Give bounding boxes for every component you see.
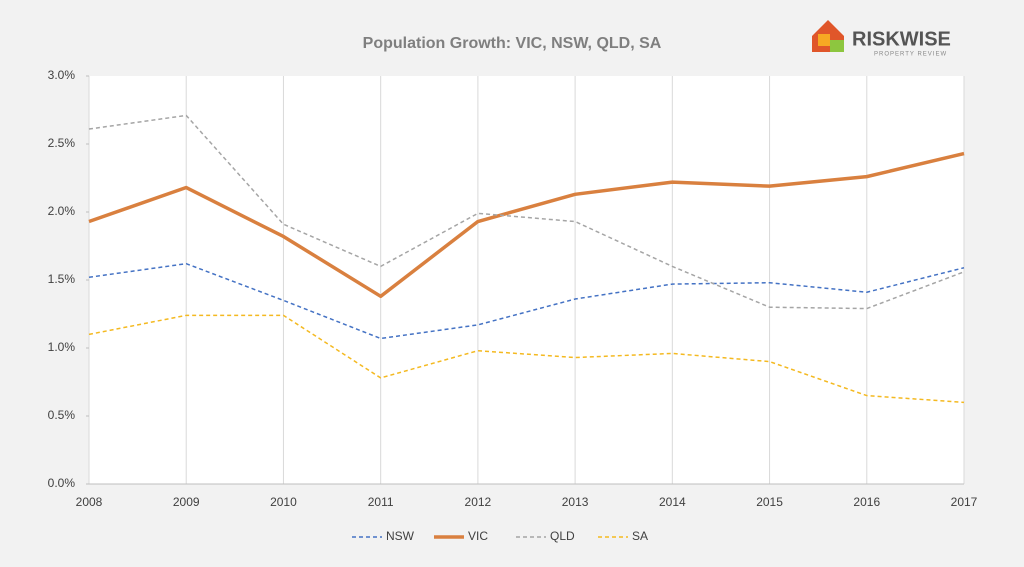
x-tick-label: 2010 [270,495,297,509]
y-tick-label: 1.5% [48,272,76,286]
line-series [88,262,965,340]
x-tick-label: 2011 [368,495,394,509]
chart-title: Population Growth: VIC, NSW, QLD, SA [363,35,662,52]
line-series [88,151,965,299]
plot-area [89,76,964,484]
x-tick-label: 2009 [173,495,200,509]
legend-label: QLD [550,529,575,543]
y-tick-label: 0.0% [48,476,76,490]
legend-label: VIC [468,529,488,543]
y-tick-label: 0.5% [48,408,76,422]
logo-name: RISKWISE [852,28,951,50]
x-tick-label: 2012 [465,495,492,509]
x-tick-label: 2008 [76,495,103,509]
x-tick-label: 2017 [951,495,978,509]
y-tick-label: 2.5% [48,136,76,150]
x-tick-label: 2013 [562,495,589,509]
legend-label: SA [632,529,648,543]
logo-block [830,40,844,52]
logo-window [818,34,830,46]
line-series [88,314,965,404]
logo-tagline: PROPERTY REVIEW [874,52,947,58]
line-series [88,114,965,310]
y-tick-label: 1.0% [48,340,76,354]
x-tick-label: 2015 [756,495,783,509]
logo: RISKWISE PROPERTY REVIEW [812,20,951,58]
y-tick-label: 3.0% [48,68,76,82]
x-tick-label: 2014 [659,495,686,509]
x-tick-label: 2016 [853,495,880,509]
y-tick-label: 2.0% [48,204,76,218]
legend-label: NSW [386,529,415,543]
